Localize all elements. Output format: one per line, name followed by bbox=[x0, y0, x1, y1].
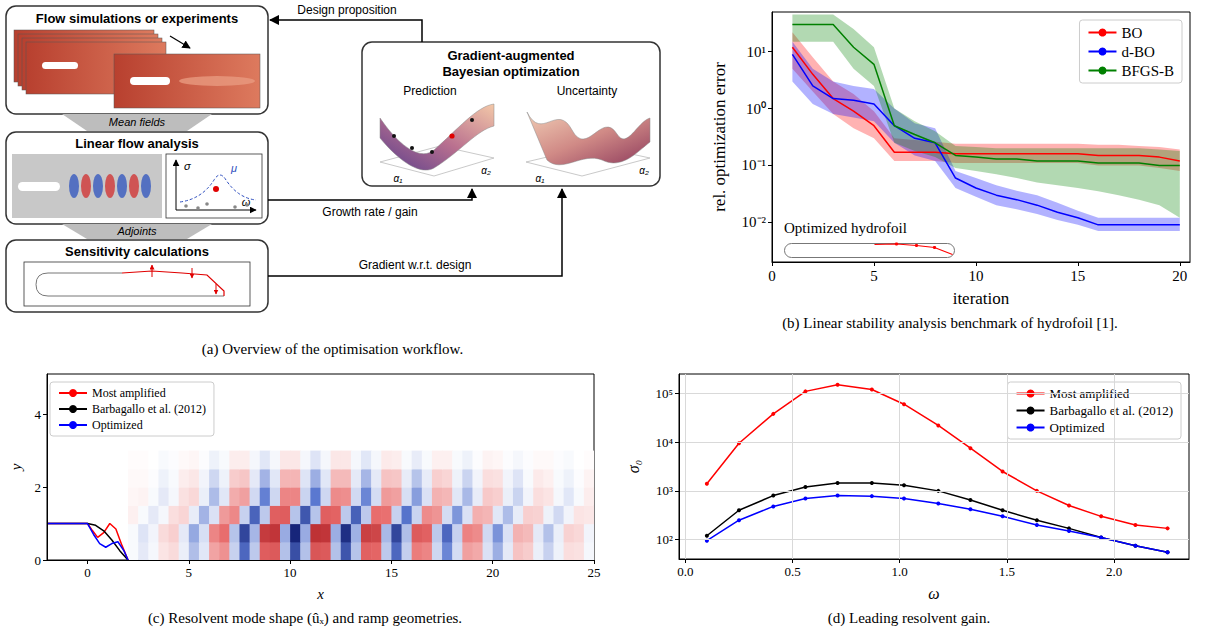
svg-text:Linear flow analysis: Linear flow analysis bbox=[75, 136, 199, 151]
svg-text:0: 0 bbox=[84, 565, 91, 580]
svg-text:Prediction: Prediction bbox=[403, 84, 456, 98]
svg-text:Gradient w.r.t. design: Gradient w.r.t. design bbox=[359, 258, 472, 272]
svg-text:ω: ω bbox=[928, 585, 939, 602]
svg-text:10: 10 bbox=[968, 268, 983, 284]
svg-text:10¹: 10¹ bbox=[747, 44, 767, 60]
html-text:(d) Leading resolvent gain.: (d) Leading resolvent gain. bbox=[827, 610, 991, 626]
svg-text:20: 20 bbox=[486, 565, 499, 580]
svg-text:BO: BO bbox=[1121, 25, 1142, 41]
svg-text:Barbagallo et al. (2012): Barbagallo et al. (2012) bbox=[1050, 403, 1173, 418]
svg-text:25: 25 bbox=[588, 565, 601, 580]
svg-text:α₂: α₂ bbox=[639, 165, 649, 176]
svg-text:Gradient-augmented: Gradient-augmented bbox=[447, 48, 574, 63]
svg-text:Growth rate / gain: Growth rate / gain bbox=[322, 205, 417, 219]
svg-text:2.0: 2.0 bbox=[1106, 564, 1122, 579]
svg-text:10⁴: 10⁴ bbox=[655, 435, 673, 450]
svg-text:0.5: 0.5 bbox=[784, 564, 800, 579]
svg-text:α₁: α₁ bbox=[394, 173, 403, 184]
svg-text:4: 4 bbox=[35, 407, 42, 422]
svg-text:0.0: 0.0 bbox=[677, 564, 693, 579]
svg-text:10⁻¹: 10⁻¹ bbox=[742, 157, 767, 173]
svg-text:α₁: α₁ bbox=[536, 173, 545, 184]
svg-text:15: 15 bbox=[1070, 268, 1085, 284]
svg-text:Most amplified: Most amplified bbox=[1049, 386, 1130, 401]
svg-text:σ: σ bbox=[184, 160, 191, 172]
svg-text:0: 0 bbox=[768, 268, 776, 284]
svg-text:15: 15 bbox=[385, 565, 398, 580]
svg-text:10⁰: 10⁰ bbox=[746, 101, 766, 117]
svg-text:10⁵: 10⁵ bbox=[655, 386, 673, 401]
svg-text:5: 5 bbox=[186, 565, 193, 580]
svg-text:BFGS-B: BFGS-B bbox=[1121, 63, 1174, 79]
html-text:(a) Overview of the optimisati: (a) Overview of the optimisation workflo… bbox=[201, 341, 464, 357]
svg-text:σ₀: σ₀ bbox=[625, 460, 642, 473]
svg-text:rel. optimization error: rel. optimization error bbox=[710, 62, 729, 212]
svg-text:10³: 10³ bbox=[656, 483, 673, 498]
svg-text:Flow simulations or experiment: Flow simulations or experiments bbox=[36, 11, 238, 26]
svg-text:d-BO: d-BO bbox=[1121, 44, 1155, 60]
svg-text:y: y bbox=[8, 463, 24, 472]
svg-text:iteration: iteration bbox=[953, 289, 1010, 308]
svg-text:μ: μ bbox=[230, 162, 237, 174]
svg-text:10²: 10² bbox=[656, 532, 673, 547]
svg-text:α₂: α₂ bbox=[481, 165, 491, 176]
svg-text:Optimized hydrofoil: Optimized hydrofoil bbox=[784, 220, 907, 236]
svg-text:Optimized: Optimized bbox=[92, 418, 143, 432]
svg-text:x: x bbox=[316, 586, 324, 602]
svg-text:Mean fields: Mean fields bbox=[109, 116, 166, 128]
svg-text:Bayesian optimization: Bayesian optimization bbox=[442, 64, 579, 79]
svg-text:Most amplified: Most amplified bbox=[92, 386, 166, 400]
svg-text:10: 10 bbox=[284, 565, 297, 580]
svg-text:0: 0 bbox=[35, 553, 42, 568]
svg-text:Uncertainty: Uncertainty bbox=[557, 84, 618, 98]
svg-text:10⁻²: 10⁻² bbox=[742, 214, 767, 230]
svg-text:Barbagallo et al. (2012): Barbagallo et al. (2012) bbox=[92, 402, 206, 416]
svg-text:Adjoints: Adjoints bbox=[116, 225, 157, 237]
svg-text:20: 20 bbox=[1172, 268, 1187, 284]
svg-text:Optimized: Optimized bbox=[1050, 420, 1105, 435]
svg-text:1.5: 1.5 bbox=[999, 564, 1015, 579]
html-text:(b) Linear stability analysis: (b) Linear stability analysis benchmark … bbox=[782, 315, 1118, 331]
svg-text:1.0: 1.0 bbox=[892, 564, 908, 579]
svg-text:5: 5 bbox=[870, 268, 878, 284]
html-text:(c) Resolvent mode shape (ûₓ): (c) Resolvent mode shape (ûₓ) and ramp g… bbox=[147, 610, 463, 626]
svg-text:Sensitivity calculations: Sensitivity calculations bbox=[65, 244, 209, 259]
svg-text:2: 2 bbox=[35, 480, 42, 495]
svg-text:ω: ω bbox=[241, 196, 251, 208]
svg-text:Design proposition: Design proposition bbox=[297, 3, 396, 17]
